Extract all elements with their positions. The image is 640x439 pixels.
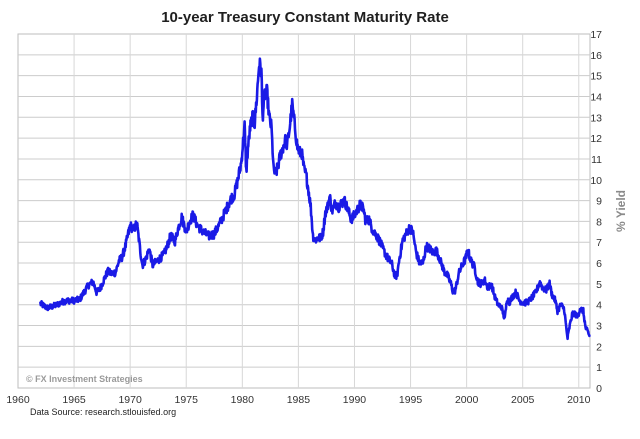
y-tick-label: 7 [596, 237, 602, 249]
x-tick-label: 1975 [175, 394, 199, 406]
y-tick-label: 11 [591, 154, 602, 166]
y-tick-label: 4 [596, 300, 602, 312]
series-group [39, 57, 591, 341]
x-tick-label: 1965 [62, 394, 86, 406]
y-tick-label: 12 [590, 133, 602, 145]
x-tick-label: 1995 [399, 394, 423, 406]
y-tick-label: 2 [596, 341, 602, 353]
x-tick-label: 1990 [343, 394, 367, 406]
chart-title: 10-year Treasury Constant Maturity Rate [161, 9, 449, 26]
y-tick-label: 15 [590, 71, 602, 83]
y-tick-label: 5 [596, 279, 602, 291]
x-tick-label: 2000 [455, 394, 479, 406]
y-tick-label: 14 [590, 91, 602, 103]
y-tick-label: 1 [596, 362, 602, 374]
y-tick-label: 3 [596, 321, 602, 333]
x-tick-label: 1960 [6, 394, 30, 406]
y-tick-label: 17 [590, 29, 602, 41]
x-tick-label: 1970 [118, 394, 142, 406]
watermark-text: © FX Investment Strategies [26, 374, 143, 384]
y-tick-label: 13 [590, 112, 602, 124]
y-tick-label: 16 [590, 50, 602, 62]
x-tick-label: 1980 [231, 394, 255, 406]
x-axis-ticks: 1960 1965 1970 1975 1980 1985 1990 1995 2000 2005… [6, 394, 590, 406]
y-tick-label: 9 [596, 196, 602, 208]
y-tick-label: 0 [596, 383, 602, 395]
y-tick-label: 6 [596, 258, 602, 270]
grid-lines [18, 34, 590, 388]
plot-area [17, 33, 591, 389]
data-source-text: Data Source: research.stlouisfed.org [30, 407, 176, 417]
x-tick-label: 1985 [287, 394, 311, 406]
y-tick-label: 8 [596, 216, 602, 228]
y-axis-label: % Yield [614, 190, 628, 232]
x-tick-label: 2010 [567, 394, 591, 406]
series-line [39, 57, 591, 341]
x-tick-label: 2005 [511, 394, 535, 406]
y-tick-label: 10 [590, 175, 602, 187]
